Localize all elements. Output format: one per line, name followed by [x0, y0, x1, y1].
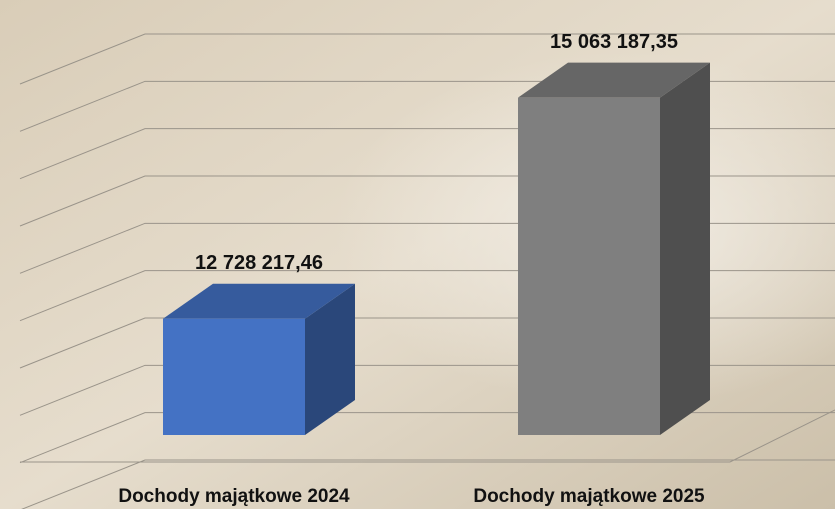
bar-side: [660, 62, 710, 435]
bar: [518, 97, 660, 435]
floor-edge: [20, 409, 835, 463]
grid-line: [21, 459, 835, 509]
value-label: 15 063 187,35: [550, 31, 678, 53]
value-label: 12 728 217,46: [195, 252, 323, 274]
grid-line: [19, 33, 835, 85]
bar: [163, 318, 305, 435]
bar-top: [163, 283, 355, 319]
bar-top: [518, 62, 710, 98]
x-tick-label: Dochody majątkowe 2024: [118, 486, 350, 507]
x-tick-label: Dochody majątkowe 2025: [473, 486, 705, 507]
bar-side: [305, 283, 355, 435]
